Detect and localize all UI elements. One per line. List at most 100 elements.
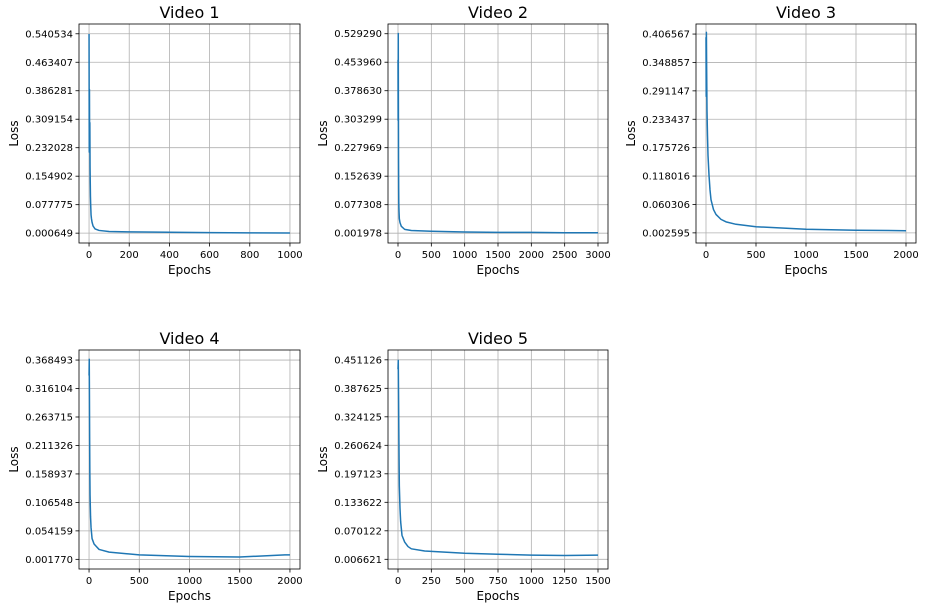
y-tick-label: 0.303299: [334, 115, 382, 126]
subplot-1: 0 200 400 600 800 1000 0.000649 0.077775 0.15490…: [7, 3, 303, 277]
loss-series-line: [397, 359, 599, 557]
x-tick-label: 1500: [585, 576, 610, 587]
x-tick-label: 2000: [893, 250, 918, 261]
y-tick-label: 0.197123: [334, 469, 382, 480]
y-tick-label: 0.233437: [642, 115, 690, 126]
subplot-title: Video 4: [159, 329, 219, 348]
y-tick-label: 0.309154: [25, 115, 73, 126]
y-tick-label: 0.451126: [334, 355, 382, 366]
y-tick-label: 0.260624: [334, 441, 382, 452]
y-tick-label: 0.077775: [25, 200, 73, 211]
grid: [388, 24, 608, 243]
subplot-title: Video 5: [468, 329, 528, 348]
y-tick-label: 0.378630: [334, 86, 382, 97]
y-tick-label: 0.316104: [25, 384, 73, 395]
x-tick-label: 1500: [485, 250, 510, 261]
y-axis-label: Loss: [7, 120, 21, 146]
x-tick-label: 600: [200, 250, 219, 261]
x-tick-label: 2000: [519, 250, 544, 261]
x-tick-label: 750: [488, 576, 507, 587]
subplot-2: 0 500 1000 1500 2000 2500 3000 0.001978 0.077308…: [316, 3, 611, 277]
x-tick-label: 0: [395, 250, 401, 261]
x-axis-label: Epochs: [168, 263, 211, 277]
x-axis-label: Epochs: [785, 263, 828, 277]
y-axis-label: Loss: [316, 446, 330, 472]
x-tick-label: 0: [395, 576, 401, 587]
axes-frame: [78, 23, 301, 244]
y-tick-label: 0.324125: [334, 412, 382, 423]
x-tick-label: 2500: [552, 250, 577, 261]
x-tick-label: 500: [455, 576, 474, 587]
subplot-title: Video 2: [468, 3, 528, 22]
y-tick-label: 0.054159: [25, 526, 73, 537]
x-tick-label: 1000: [277, 250, 302, 261]
x-axis-label: Epochs: [168, 589, 211, 603]
subplot-3: 0 500 1000 1500 2000 0.002595 0.060306 0.118016…: [624, 3, 919, 277]
y-axis-label: Loss: [624, 120, 638, 146]
y-tick-label: 0.540534: [25, 29, 73, 40]
x-tick-label: 1000: [452, 250, 477, 261]
x-tick-label: 2000: [277, 576, 302, 587]
y-tick-label: 0.406567: [642, 30, 690, 41]
x-tick-label: 3000: [585, 250, 610, 261]
y-tick-label: 0.529290: [334, 29, 382, 40]
grid: [696, 24, 916, 243]
y-tick-label: 0.001770: [25, 555, 73, 566]
y-tick-label: 0.002595: [642, 228, 690, 239]
y-tick-label: 0.368493: [25, 356, 73, 367]
x-tick-label: 0: [86, 576, 92, 587]
y-tick-label: 0.133622: [334, 498, 382, 509]
y-tick-label: 0.387625: [334, 384, 382, 395]
x-tick-label: 800: [240, 250, 259, 261]
y-tick-label: 0.453960: [334, 58, 382, 69]
x-tick-label: 250: [422, 576, 441, 587]
grid: [79, 24, 300, 243]
y-tick-label: 0.000649: [25, 229, 73, 240]
x-axis-label: Epochs: [477, 263, 520, 277]
y-tick-label: 0.386281: [25, 86, 73, 97]
y-tick-label: 0.106548: [25, 498, 73, 509]
y-tick-label: 0.291147: [642, 86, 690, 97]
x-tick-label: 1000: [177, 576, 202, 587]
x-tick-label: 1500: [843, 250, 868, 261]
y-tick-label: 0.263715: [25, 412, 73, 423]
loss-series-line: [705, 31, 907, 232]
y-tick-label: 0.006621: [334, 555, 382, 566]
y-axis-label: Loss: [316, 120, 330, 146]
x-tick-label: 1000: [793, 250, 818, 261]
y-tick-label: 0.227969: [334, 143, 382, 154]
grid: [388, 350, 608, 569]
y-tick-label: 0.118016: [642, 172, 690, 183]
subplot-title: Video 3: [776, 3, 836, 22]
x-tick-label: 400: [160, 250, 179, 261]
subplot-title: Video 1: [159, 3, 219, 22]
y-tick-label: 0.001978: [334, 229, 382, 240]
subplot-5: 0 250 500 750 1000 1250 1500 0.006621 0.070122 0.…: [316, 329, 611, 603]
y-tick-label: 0.463407: [25, 58, 73, 69]
y-tick-label: 0.077308: [334, 200, 382, 211]
y-tick-label: 0.070122: [334, 526, 382, 537]
x-tick-label: 1500: [227, 576, 252, 587]
y-tick-label: 0.175726: [642, 143, 690, 154]
x-tick-label: 200: [120, 250, 139, 261]
y-tick-label: 0.232028: [25, 143, 73, 154]
y-tick-label: 0.348857: [642, 58, 690, 69]
grid: [79, 350, 300, 569]
y-tick-label: 0.158937: [25, 469, 73, 480]
x-axis-label: Epochs: [477, 589, 520, 603]
x-tick-label: 0: [86, 250, 92, 261]
y-tick-label: 0.211326: [25, 441, 73, 452]
y-tick-label: 0.152639: [334, 172, 382, 183]
loss-series-line: [88, 33, 290, 234]
x-tick-label: 0: [703, 250, 709, 261]
y-axis-label: Loss: [7, 446, 21, 472]
loss-series-line: [397, 32, 598, 234]
loss-series-line: [88, 358, 290, 558]
x-tick-label: 500: [422, 250, 441, 261]
y-tick-label: 0.154902: [25, 172, 73, 183]
x-tick-label: 500: [746, 250, 765, 261]
x-tick-label: 1250: [552, 576, 577, 587]
subplot-4: 0 500 1000 1500 2000 0.001770 0.054159 0.106548…: [7, 329, 303, 603]
y-tick-label: 0.060306: [642, 200, 690, 211]
